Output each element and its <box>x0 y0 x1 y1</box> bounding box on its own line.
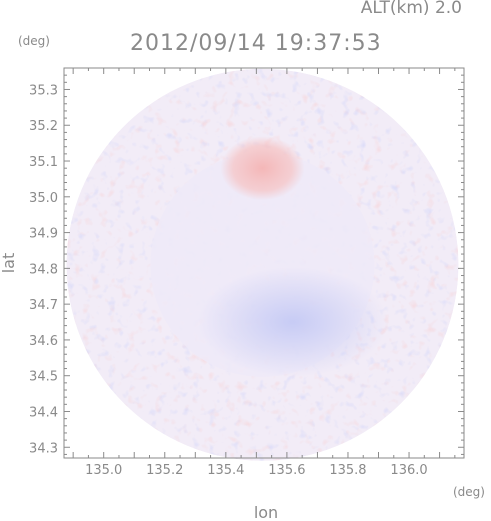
y-tick-label: 34.4 <box>29 405 58 420</box>
x-tick-label: 135.6 <box>268 463 305 478</box>
y-tick-label: 34.9 <box>29 227 58 242</box>
feature-positive-core <box>220 136 305 201</box>
y-tick-label: 35.1 <box>29 155 58 170</box>
x-tick-label: 135.0 <box>85 463 122 478</box>
x-tick-label: 136.0 <box>390 463 427 478</box>
radar-field <box>66 68 459 461</box>
y-tick-label: 34.6 <box>29 334 58 349</box>
x-tick-label: 135.8 <box>329 463 366 478</box>
y-axis-label: lat <box>0 253 18 274</box>
feature-negative-band <box>198 267 389 378</box>
y-tick-label: 34.5 <box>29 370 58 385</box>
x-tick-label: 135.2 <box>146 463 183 478</box>
y-tick-label: 34.3 <box>29 441 58 456</box>
x-unit-label: (deg) <box>453 485 485 499</box>
y-tick-label: 34.8 <box>29 262 58 277</box>
y-tick-label: 34.7 <box>29 298 58 313</box>
x-tick-label: 135.4 <box>207 463 244 478</box>
y-tick-label: 35.3 <box>29 83 58 98</box>
y-tick-label: 35.0 <box>29 191 58 206</box>
x-axis-label: lon <box>254 503 278 521</box>
y-tick-label: 35.2 <box>29 119 58 134</box>
altitude-label: ALT(km) 2.0 <box>361 0 462 18</box>
y-unit-label: (deg) <box>18 34 50 48</box>
chart-title: 2012/09/14 19:37:53 <box>130 31 382 56</box>
plot-frame <box>63 67 465 459</box>
